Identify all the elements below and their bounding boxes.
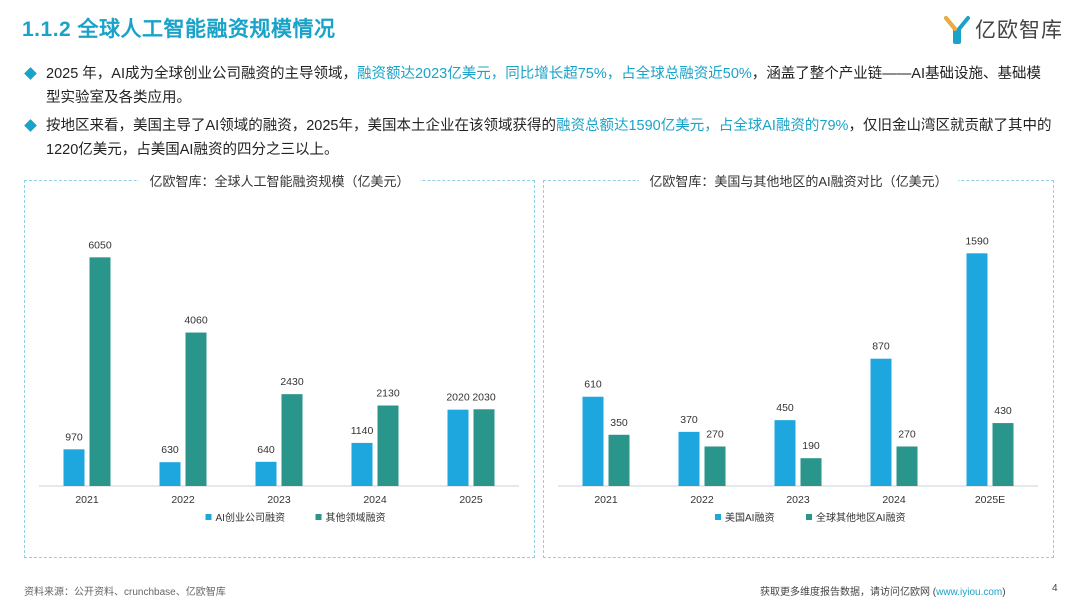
bar-value-label: 6050: [88, 239, 112, 251]
brand-logo: 亿欧智库: [944, 12, 1063, 46]
bar: [63, 449, 85, 486]
x-tick-label: 2022: [171, 494, 195, 506]
footer-cta: 获取更多维度报告数据，请访问亿欧网 (www.iyiou.com): [760, 587, 1006, 598]
legend-label: 美国AI融资: [725, 511, 774, 524]
bar: [800, 458, 822, 486]
legend-swatch: [806, 514, 812, 520]
chart-title: 亿欧智库：美国与其他地区的AI融资对比（亿美元）: [639, 174, 958, 189]
x-tick-label: 2025E: [975, 494, 1005, 506]
x-tick-label: 2024: [363, 494, 387, 506]
chart-global-funding: 970 6050 2021 630 4060 2022 640 2430 2023 1140 213…: [39, 239, 519, 524]
summary-bullets: 2025 年，AI成为全球创业公司融资的主导领域，融资额达2023亿美元，同比增…: [24, 62, 1054, 166]
bar: [966, 253, 988, 486]
bar: [377, 405, 399, 486]
legend-swatch: [715, 514, 721, 520]
bullet-text: 按地区来看，美国主导了AI领域的融资，2025年，美国本土企业在该领域获得的融资…: [46, 118, 1052, 158]
x-tick-label: 2023: [786, 494, 810, 506]
bar-value-label: 270: [706, 428, 724, 440]
bar: [89, 257, 111, 486]
bar: [992, 423, 1014, 486]
x-tick-label: 2023: [267, 494, 291, 506]
bullet-item: 2025 年，AI成为全球创业公司融资的主导领域，融资额达2023亿美元，同比增…: [24, 62, 1054, 110]
legend-swatch: [205, 514, 212, 520]
bar: [473, 409, 495, 486]
x-tick-label: 2021: [594, 494, 618, 506]
website-link[interactable]: www.iyiou.com: [936, 587, 1003, 598]
bar-value-label: 270: [898, 428, 916, 440]
bar-value-label: 2130: [376, 387, 400, 399]
bar-value-label: 870: [872, 341, 890, 353]
diamond-bullet-icon: [24, 119, 37, 132]
bar-value-label: 2430: [280, 376, 304, 388]
bar-value-label: 190: [802, 440, 820, 452]
chart-panel-global: 亿欧智库：全球人工智能融资规模（亿美元） 970 6050 2021 630 4060 2…: [24, 174, 535, 558]
bar-value-label: 630: [161, 444, 179, 456]
bar-value-label: 350: [610, 417, 628, 429]
x-tick-label: 2025: [459, 494, 483, 506]
bar: [281, 394, 303, 486]
x-tick-label: 2022: [690, 494, 714, 506]
bar-value-label: 2020: [446, 392, 470, 404]
bar-value-label: 4060: [184, 315, 208, 327]
bar: [870, 358, 892, 486]
legend-label: 全球其他地区AI融资: [816, 511, 905, 524]
logo-text: 亿欧智库: [975, 19, 1063, 42]
bar: [608, 434, 630, 486]
legend-swatch: [315, 514, 322, 520]
legend-label: 其他领域融资: [326, 511, 386, 524]
chart-panel-us-vs-others: 亿欧智库：美国与其他地区的AI融资对比（亿美元） 610 350 2021 370 27…: [543, 174, 1054, 558]
bar-value-label: 610: [584, 379, 602, 391]
bar-value-label: 1590: [965, 235, 989, 247]
bar: [351, 442, 373, 486]
bar: [255, 461, 277, 486]
x-tick-label: 2021: [75, 494, 99, 506]
chart-title: 亿欧智库：全球人工智能融资规模（亿美元）: [139, 174, 420, 189]
bar: [582, 396, 604, 486]
x-tick-label: 2024: [882, 494, 906, 506]
source-note: 资料来源：公开资料、crunchbase、亿欧智库: [24, 587, 226, 598]
bar: [159, 462, 181, 486]
bar: [185, 332, 207, 486]
page-title: 1.1.2 全球人工智能融资规模情况: [22, 18, 336, 41]
bar: [704, 446, 726, 486]
bar: [447, 409, 469, 486]
bullet-text: 2025 年，AI成为全球创业公司融资的主导领域，融资额达2023亿美元，同比增…: [46, 66, 1041, 106]
bar-value-label: 970: [65, 431, 83, 443]
bar: [774, 420, 796, 486]
bar: [678, 431, 700, 486]
bar-value-label: 370: [680, 414, 698, 426]
bar-value-label: 2030: [472, 391, 496, 403]
bar-value-label: 430: [994, 405, 1012, 417]
bullet-item: 按地区来看，美国主导了AI领域的融资，2025年，美国本土企业在该领域获得的融资…: [24, 114, 1054, 162]
diamond-bullet-icon: [24, 67, 37, 80]
logo-y-icon: [944, 16, 970, 44]
bar-value-label: 1140: [351, 425, 374, 437]
bar-value-label: 640: [257, 444, 275, 456]
legend-label: AI创业公司融资: [216, 511, 285, 524]
page-number: 4: [1052, 583, 1058, 594]
chart-us-vs-others: 610 350 2021 370 270 2022 450 190 2023 870 270 2024…: [558, 235, 1038, 524]
bar: [896, 446, 918, 486]
bar-value-label: 450: [776, 402, 794, 414]
